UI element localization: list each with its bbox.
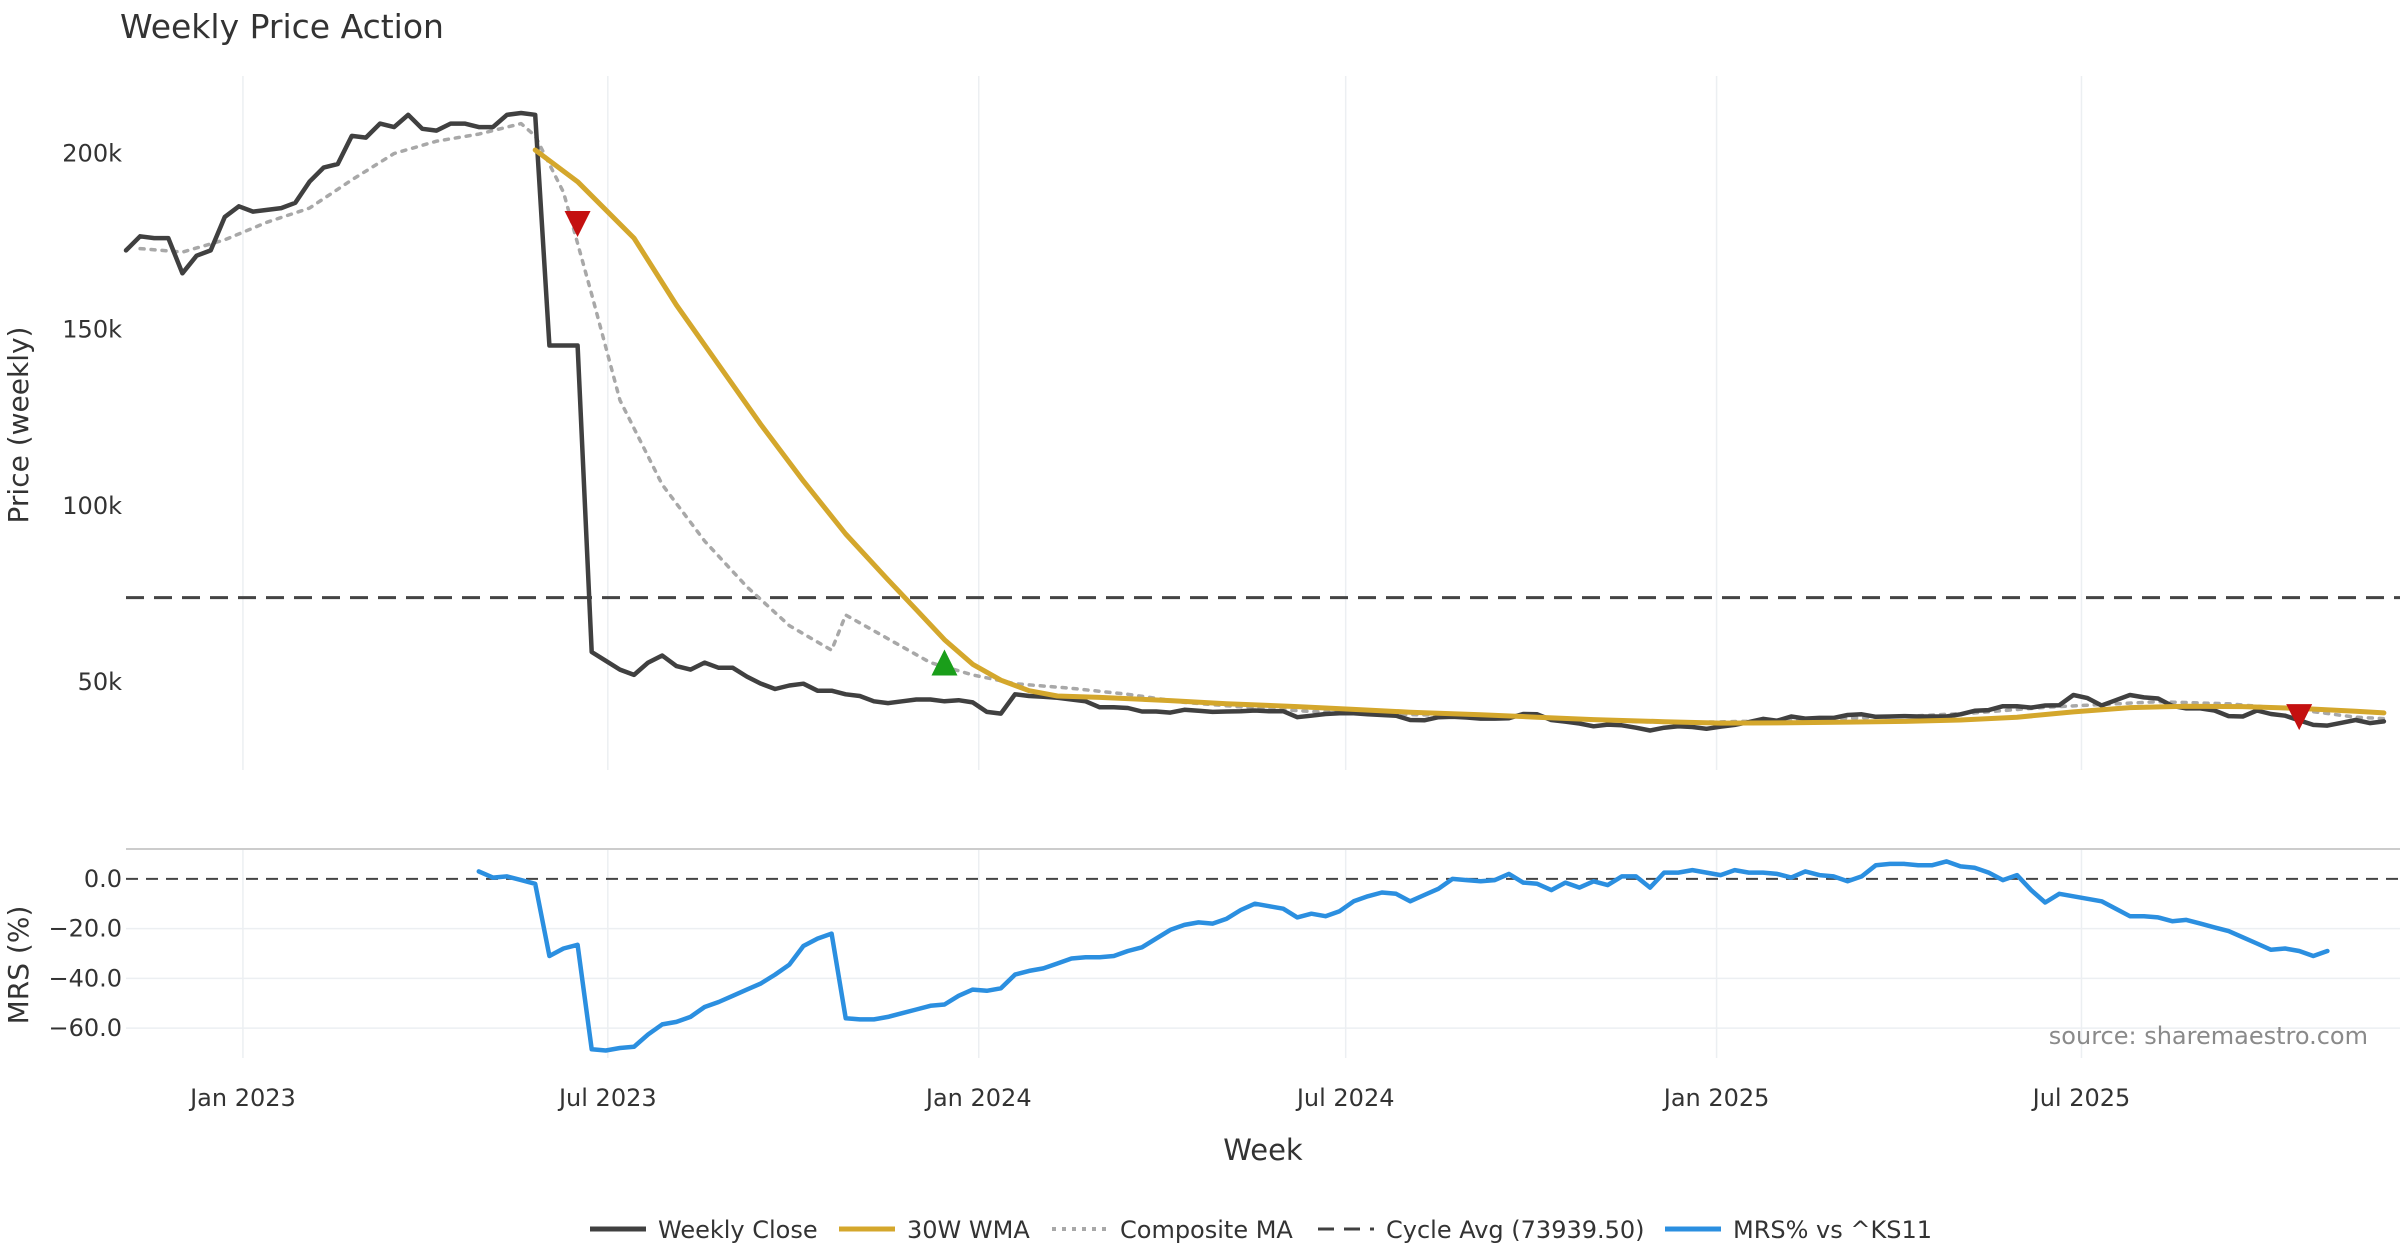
x-tick-label: Jan 2023 [188, 1084, 296, 1112]
composite-ma-line [138, 121, 2386, 725]
mrs-y-tick-label: −40.0 [48, 964, 122, 992]
price-y-axis-label: Price (weekly) [2, 327, 35, 524]
wma-30w-line [532, 147, 2387, 726]
legend: Weekly Close 30W WMA Composite MA Cycle Avg… [590, 1216, 1932, 1244]
sell-signal-marker [2286, 704, 2313, 731]
price-series [123, 110, 2400, 733]
legend-label: 30W WMA [907, 1216, 1030, 1244]
x-tick-label: Jan 2025 [1662, 1084, 1770, 1112]
weekly-close-line [123, 110, 2387, 733]
mrs-series [126, 859, 2400, 1053]
source-note: source: sharemaestro.com [2049, 1022, 2368, 1050]
x-axis-ticks: Jan 2023 Jul 2023 Jan 2024 Jul 2024 Jan 2025… [188, 1084, 2130, 1112]
x-axis-label: Week [1223, 1133, 1303, 1167]
mrs-grid [126, 849, 2400, 1058]
x-tick-label: Jul 2025 [2031, 1084, 2131, 1112]
price-y-ticks: 50k 100k 150k 200k [62, 140, 122, 696]
legend-label: Cycle Avg (73939.50) [1386, 1216, 1645, 1244]
price-y-tick-label: 200k [62, 140, 122, 168]
signal-markers [564, 210, 2313, 731]
price-y-tick-label: 150k [62, 316, 122, 344]
x-tick-label: Jul 2023 [557, 1084, 657, 1112]
mrs-y-tick-label: 0.0 [84, 865, 122, 893]
buy-signal-marker [931, 649, 958, 676]
legend-label: MRS% vs ^KS11 [1733, 1216, 1932, 1244]
mrs-y-tick-label: −20.0 [48, 915, 122, 943]
legend-label: Composite MA [1120, 1216, 1293, 1244]
mrs-y-axis-label: MRS (%) [2, 906, 35, 1025]
sell-signal-marker [564, 210, 591, 237]
price-grid [242, 76, 2083, 770]
legend-label: Weekly Close [658, 1216, 818, 1244]
mrs-y-tick-label: −60.0 [48, 1014, 122, 1042]
mrs-line [476, 859, 2330, 1053]
price-y-tick-label: 100k [62, 492, 122, 520]
x-tick-label: Jul 2024 [1295, 1084, 1395, 1112]
price-y-tick-label: 50k [78, 668, 123, 696]
mrs-y-ticks: 0.0 −20.0 −40.0 −60.0 [48, 865, 122, 1042]
chart-title: Weekly Price Action [120, 7, 444, 46]
x-tick-label: Jan 2024 [924, 1084, 1032, 1112]
